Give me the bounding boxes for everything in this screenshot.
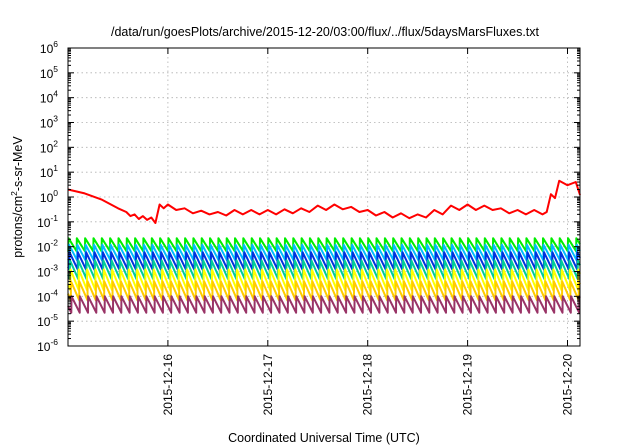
- series-group: [67, 179, 581, 314]
- series-line: [67, 295, 581, 314]
- y-axis-title-base: protons/cm: [11, 196, 25, 258]
- x-tick-labels: 2015-12-16 2015-12-17 2015-12-18 2015-12-19…: [161, 354, 575, 416]
- y-tick-label: 10-5: [37, 312, 58, 329]
- series-line: [67, 259, 581, 280]
- chart-title: /data/run/goesPlots/archive/2015-12-20/0…: [111, 25, 540, 39]
- y-tick-label: 100: [40, 188, 58, 205]
- axis-ticks: [68, 47, 580, 347]
- series-line: [67, 237, 581, 253]
- y-axis-title-rest: -s-sr-MeV: [11, 136, 25, 192]
- y-axis-title-exp: 2: [9, 191, 19, 196]
- y-tick-labels: 10-6 10-5 10-4 10-3 10-2 10-1 100 101 102 103 104 1…: [37, 39, 58, 354]
- series-line: [67, 243, 581, 262]
- y-tick-label: 10-6: [37, 337, 58, 354]
- x-tick-label: 2015-12-18: [361, 354, 375, 416]
- y-axis-title: protons/cm2-s-sr-MeV: [9, 136, 25, 258]
- series-line: [67, 280, 581, 302]
- series-line: [67, 268, 581, 291]
- series-line: [67, 179, 581, 224]
- y-tick-label: 104: [40, 89, 58, 106]
- y-tick-label: 105: [40, 64, 58, 81]
- y-tick-label: 10-2: [37, 238, 58, 255]
- y-tick-label: 10-3: [37, 263, 58, 280]
- x-axis-title: Coordinated Universal Time (UTC): [228, 431, 420, 445]
- x-tick-label: 2015-12-19: [461, 354, 475, 416]
- y-tick-label: 102: [40, 138, 58, 155]
- grid: [68, 48, 580, 346]
- y-tick-label: 103: [40, 114, 58, 131]
- y-tick-label: 10-1: [37, 213, 58, 230]
- y-tick-label: 101: [40, 163, 58, 180]
- y-tick-label: 106: [40, 39, 58, 56]
- x-tick-label: 2015-12-20: [561, 354, 575, 416]
- y-tick-label: 10-4: [37, 287, 58, 304]
- series-line: [67, 251, 581, 271]
- x-tick-label: 2015-12-16: [161, 354, 175, 416]
- x-tick-label: 2015-12-17: [261, 354, 275, 416]
